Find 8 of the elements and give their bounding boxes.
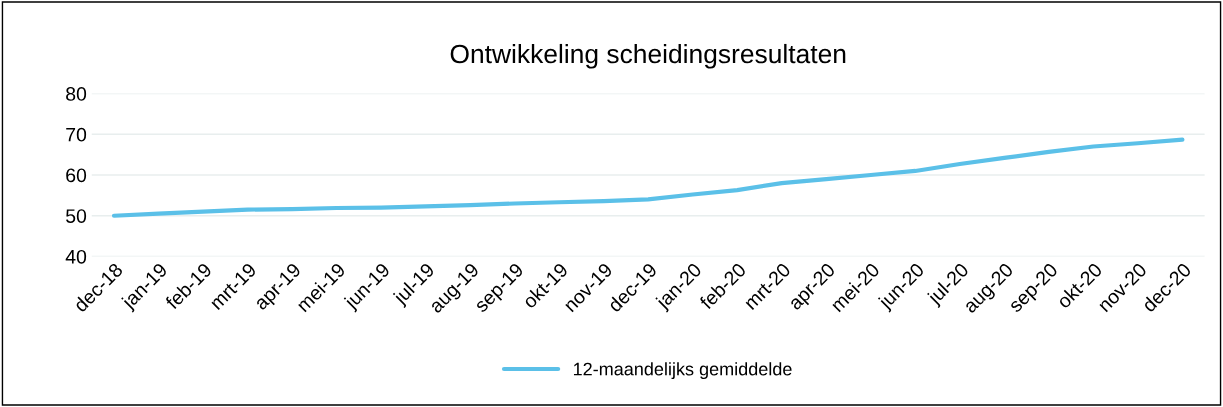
y-tick-label: 60 bbox=[66, 168, 87, 183]
chart-title: Ontwikkeling scheidingsresultaten bbox=[450, 43, 846, 69]
y-tick-label: 80 bbox=[66, 87, 87, 101]
y-tick-label: 40 bbox=[65, 249, 87, 264]
y-tick-label: 70 bbox=[66, 127, 87, 142]
line-series bbox=[111, 137, 1185, 218]
y-tick-label: 50 bbox=[66, 209, 87, 223]
legend-label: 12-maandelijks gemiddelde bbox=[573, 362, 792, 380]
